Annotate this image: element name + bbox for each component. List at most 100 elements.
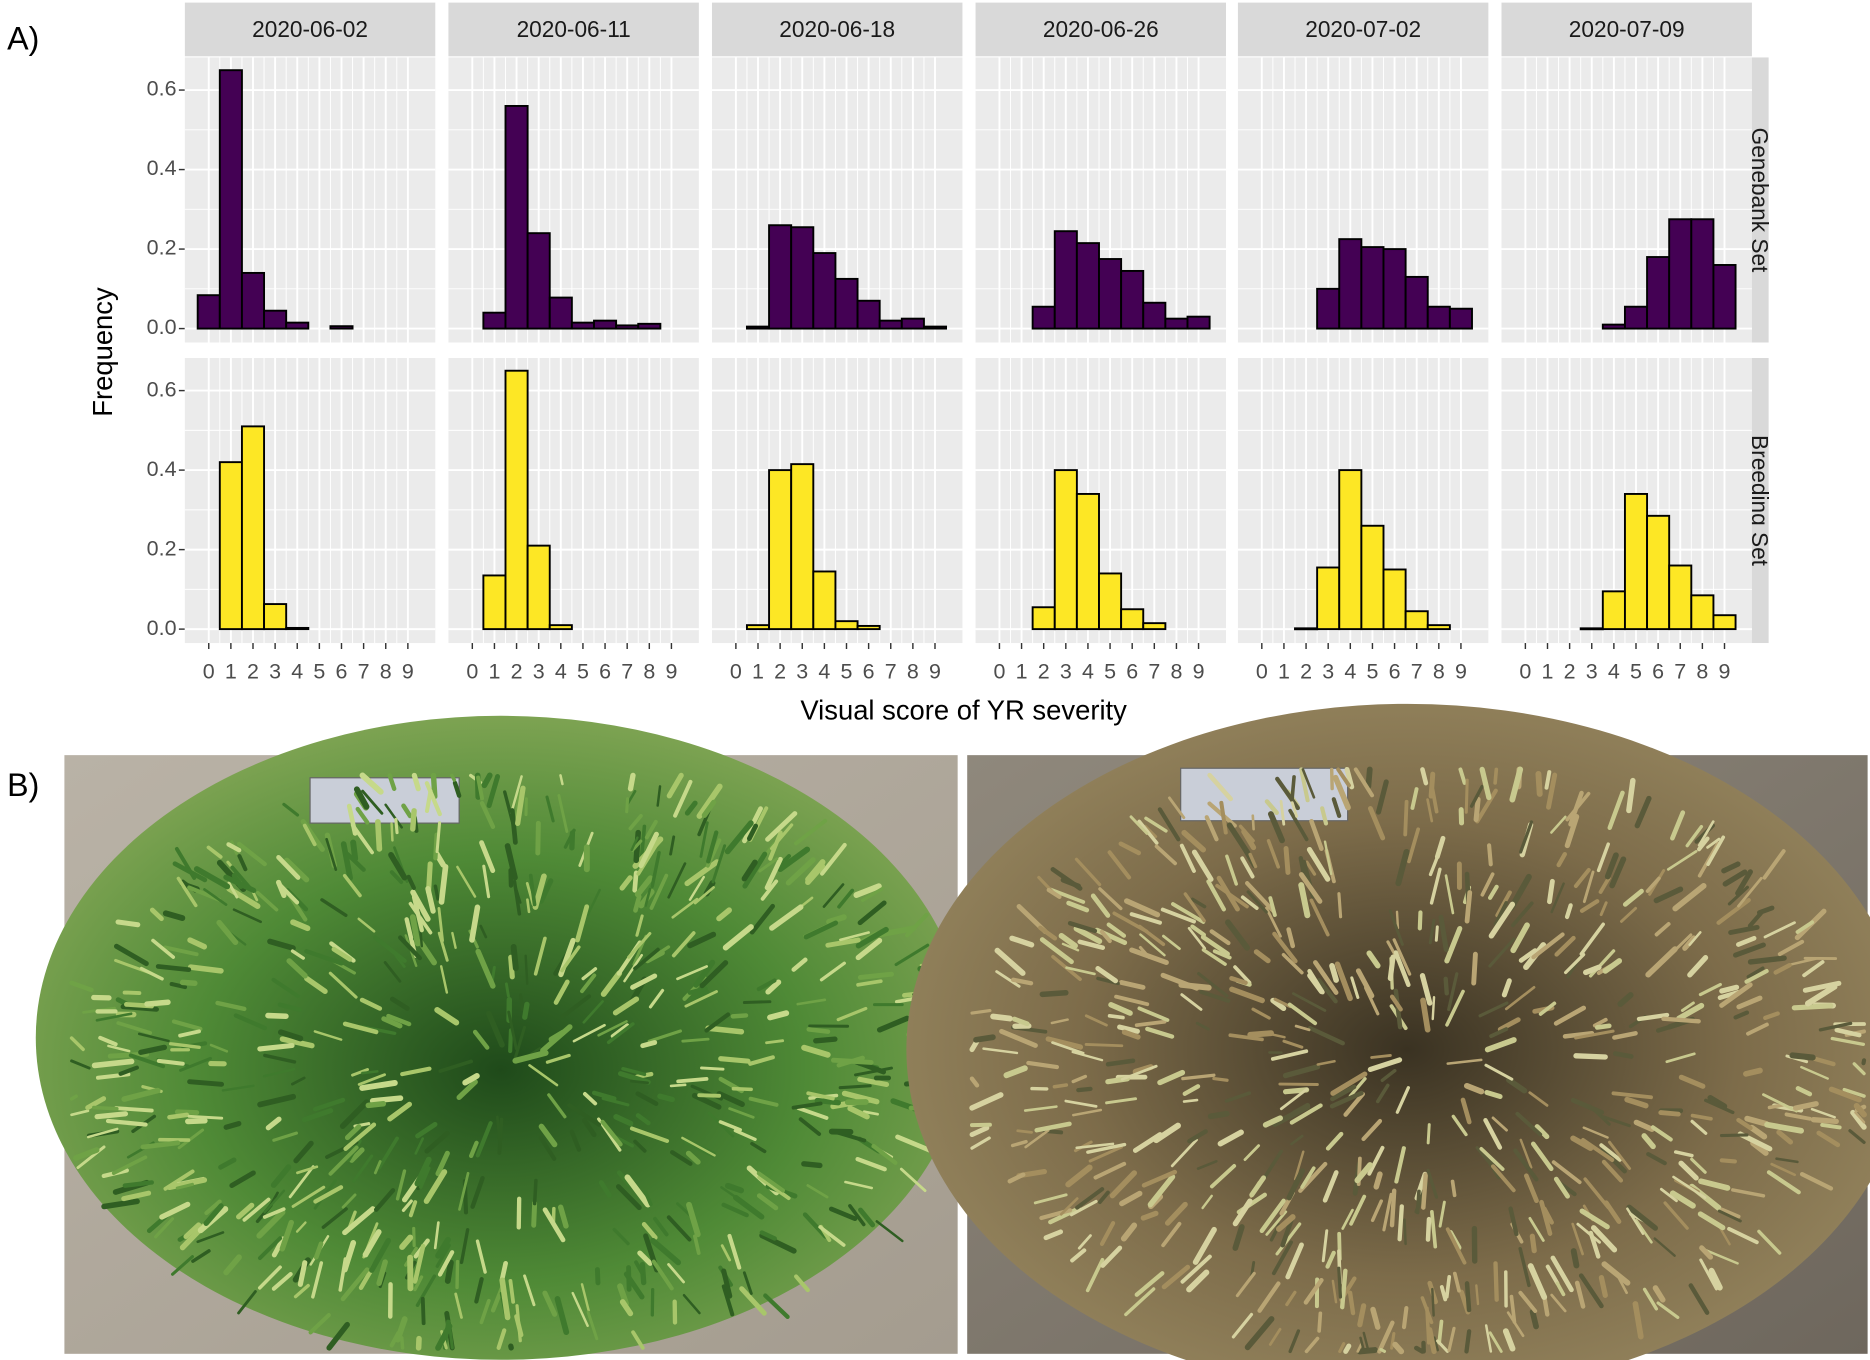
- leaf: [1634, 1219, 1653, 1244]
- leaf: [571, 1291, 589, 1328]
- leaf: [304, 975, 328, 995]
- leaf: [1323, 840, 1333, 876]
- leaf: [1370, 1199, 1383, 1223]
- leaf: [1600, 1115, 1631, 1128]
- leaf: [1426, 1168, 1439, 1199]
- leaf: [1834, 1027, 1862, 1038]
- x-tick-label: 5: [313, 660, 325, 684]
- leaf: [216, 919, 239, 946]
- leaf: [1243, 1144, 1261, 1161]
- leaf: [412, 1243, 426, 1284]
- leaf: [1229, 976, 1248, 986]
- leaf: [1446, 1058, 1483, 1065]
- leaf: [1673, 1150, 1694, 1158]
- leaf: [1145, 1026, 1175, 1039]
- leaf: [635, 1091, 659, 1106]
- leaf: [1330, 1071, 1368, 1096]
- leaf: [1652, 1285, 1666, 1303]
- leaf: [730, 1013, 749, 1019]
- leaf: [624, 1174, 651, 1208]
- leaf: [1392, 938, 1412, 976]
- x-tick-label: 9: [1455, 660, 1467, 684]
- leaf: [538, 878, 554, 904]
- x-tick-label: 4: [818, 660, 830, 684]
- leaf: [777, 846, 811, 873]
- leaf: [1095, 965, 1119, 984]
- x-tick-label: 6: [599, 660, 611, 684]
- leaf: [114, 943, 149, 967]
- leaf: [653, 1216, 669, 1237]
- leaf: [1285, 1290, 1297, 1307]
- leaf: [837, 888, 855, 909]
- leaf: [1361, 1118, 1383, 1142]
- leaf: [1579, 922, 1605, 956]
- leaf: [359, 997, 383, 1011]
- leaf: [1775, 1157, 1799, 1164]
- leaf: [1134, 1271, 1165, 1297]
- leaf: [1531, 932, 1565, 960]
- histogram-bar: [1075, 242, 1100, 330]
- leaf: [667, 1263, 685, 1284]
- leaf: [813, 1036, 838, 1044]
- leaf: [137, 1032, 170, 1043]
- leaf: [535, 820, 541, 856]
- leaf: [1387, 954, 1396, 982]
- leaf: [1168, 796, 1186, 820]
- leaf: [542, 1290, 558, 1317]
- leaf: [1047, 887, 1086, 904]
- y-tick-label: 0.0: [147, 315, 177, 339]
- leaf: [1217, 1129, 1244, 1147]
- leaf: [151, 938, 176, 959]
- leaf: [1509, 766, 1524, 803]
- leaf: [1325, 1131, 1344, 1151]
- leaf: [85, 1096, 107, 1111]
- leaf: [1251, 1007, 1271, 1020]
- leaf: [1502, 1328, 1516, 1352]
- leaf: [637, 1250, 653, 1266]
- leaf: [1293, 1150, 1305, 1181]
- leaf: [1164, 1201, 1188, 1226]
- histogram-bar: [1404, 610, 1429, 631]
- strip-background: [448, 2, 699, 57]
- leaf: [1445, 1227, 1467, 1265]
- histogram-bar: [1646, 256, 1671, 330]
- leaf: [820, 842, 847, 876]
- leaf: [512, 1049, 549, 1064]
- leaf: [1722, 869, 1748, 887]
- facet-strip-label: 2020-06-26: [1043, 16, 1159, 42]
- leaf: [1190, 897, 1207, 909]
- leaf: [1513, 1148, 1539, 1182]
- leaf: [1444, 1275, 1452, 1299]
- leaf: [1786, 957, 1817, 967]
- leaf: [830, 1057, 874, 1065]
- leaf: [1733, 1010, 1750, 1020]
- leaf: [508, 954, 515, 980]
- leaf: [1129, 815, 1149, 835]
- leaf: [1170, 1138, 1198, 1168]
- leaf: [169, 981, 188, 990]
- leaf: [1719, 1133, 1749, 1138]
- histogram-bar: [526, 232, 551, 330]
- leaf: [286, 958, 308, 979]
- leaf: [806, 1184, 829, 1199]
- leaf: [1061, 942, 1080, 952]
- leaf: [791, 957, 808, 972]
- leaf: [1707, 1094, 1728, 1110]
- leaf: [619, 1299, 634, 1317]
- leaf: [1720, 1207, 1741, 1219]
- leaf: [395, 1169, 407, 1201]
- leaf: [634, 875, 654, 898]
- leaf: [414, 1156, 432, 1187]
- leaf: [1447, 972, 1459, 1012]
- leaf: [70, 1109, 90, 1117]
- leaf: [1282, 1087, 1310, 1095]
- leaf: [1212, 1076, 1229, 1082]
- leaf: [452, 780, 462, 798]
- leaf: [1612, 1031, 1638, 1040]
- leaf: [1011, 1016, 1030, 1027]
- leaf: [1373, 1171, 1383, 1190]
- leaf: [172, 861, 208, 883]
- leaf: [1504, 985, 1536, 1011]
- leaf: [1555, 1281, 1566, 1297]
- leaf: [1633, 1119, 1655, 1132]
